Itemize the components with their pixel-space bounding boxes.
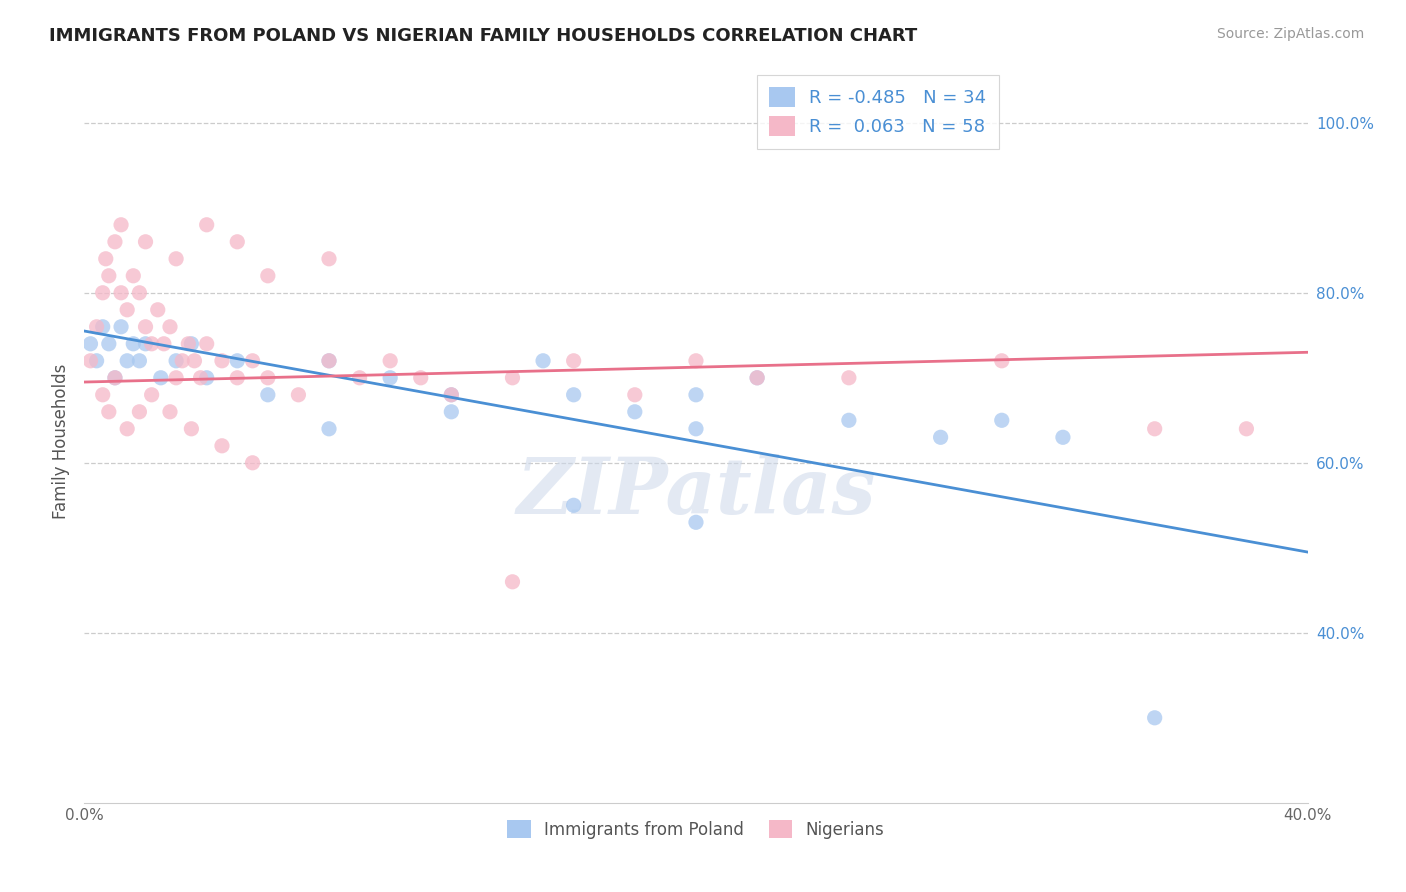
- Point: [1052, 430, 1074, 444]
- Point: [440, 405, 463, 419]
- Point: [180, 422, 202, 436]
- Point: [318, 353, 340, 368]
- Point: [79, 353, 101, 368]
- Point: [1143, 422, 1166, 436]
- Point: [159, 405, 181, 419]
- Point: [190, 371, 212, 385]
- Point: [195, 336, 218, 351]
- Point: [104, 235, 127, 249]
- Point: [97, 405, 120, 419]
- Point: [380, 353, 402, 368]
- Point: [135, 336, 157, 351]
- Point: [128, 285, 150, 300]
- Point: [440, 388, 463, 402]
- Point: [97, 268, 120, 283]
- Legend: Immigrants from Poland, Nigerians: Immigrants from Poland, Nigerians: [498, 810, 894, 848]
- Point: [159, 319, 181, 334]
- Point: [211, 353, 233, 368]
- Point: [562, 498, 585, 512]
- Point: [242, 456, 264, 470]
- Point: [838, 371, 860, 385]
- Point: [165, 353, 187, 368]
- Point: [79, 336, 101, 351]
- Point: [135, 235, 157, 249]
- Point: [172, 353, 194, 368]
- Point: [242, 353, 264, 368]
- Point: [195, 218, 218, 232]
- Point: [165, 371, 187, 385]
- Point: [195, 371, 218, 385]
- Point: [141, 336, 163, 351]
- Point: [115, 422, 138, 436]
- Point: [318, 252, 340, 266]
- Point: [991, 353, 1014, 368]
- Point: [349, 371, 371, 385]
- Point: [685, 422, 707, 436]
- Point: [624, 405, 647, 419]
- Point: [86, 319, 108, 334]
- Point: [531, 353, 554, 368]
- Point: [86, 353, 108, 368]
- Point: [562, 388, 585, 402]
- Point: [122, 268, 145, 283]
- Point: [226, 235, 249, 249]
- Point: [183, 353, 205, 368]
- Point: [226, 371, 249, 385]
- Point: [146, 302, 169, 317]
- Point: [115, 302, 138, 317]
- Text: ZIPatlas: ZIPatlas: [516, 454, 876, 531]
- Point: [380, 371, 402, 385]
- Point: [1143, 711, 1166, 725]
- Point: [257, 371, 280, 385]
- Point: [104, 371, 127, 385]
- Point: [991, 413, 1014, 427]
- Point: [110, 285, 132, 300]
- Point: [110, 218, 132, 232]
- Point: [747, 371, 769, 385]
- Point: [122, 336, 145, 351]
- Point: [747, 371, 769, 385]
- Point: [110, 319, 132, 334]
- Text: Source: ZipAtlas.com: Source: ZipAtlas.com: [1216, 27, 1364, 41]
- Point: [91, 388, 114, 402]
- Point: [153, 336, 176, 351]
- Text: IMMIGRANTS FROM POLAND VS NIGERIAN FAMILY HOUSEHOLDS CORRELATION CHART: IMMIGRANTS FROM POLAND VS NIGERIAN FAMIL…: [49, 27, 918, 45]
- Point: [257, 388, 280, 402]
- Point: [409, 371, 432, 385]
- Point: [318, 422, 340, 436]
- Point: [135, 319, 157, 334]
- Point: [929, 430, 952, 444]
- Point: [128, 405, 150, 419]
- Point: [91, 285, 114, 300]
- Point: [180, 336, 202, 351]
- Point: [440, 388, 463, 402]
- Point: [685, 388, 707, 402]
- Point: [141, 388, 163, 402]
- Point: [287, 388, 309, 402]
- Point: [685, 516, 707, 530]
- Point: [502, 574, 524, 589]
- Point: [502, 371, 524, 385]
- Point: [115, 353, 138, 368]
- Point: [97, 336, 120, 351]
- Point: [104, 371, 127, 385]
- Point: [562, 353, 585, 368]
- Point: [624, 388, 647, 402]
- Point: [211, 439, 233, 453]
- Point: [226, 353, 249, 368]
- Point: [94, 252, 117, 266]
- Point: [149, 371, 172, 385]
- Point: [838, 413, 860, 427]
- Point: [257, 268, 280, 283]
- Point: [318, 353, 340, 368]
- Point: [128, 353, 150, 368]
- Y-axis label: Family Households: Family Households: [52, 364, 70, 519]
- Point: [91, 319, 114, 334]
- Point: [685, 353, 707, 368]
- Point: [165, 252, 187, 266]
- Point: [177, 336, 200, 351]
- Point: [1236, 422, 1258, 436]
